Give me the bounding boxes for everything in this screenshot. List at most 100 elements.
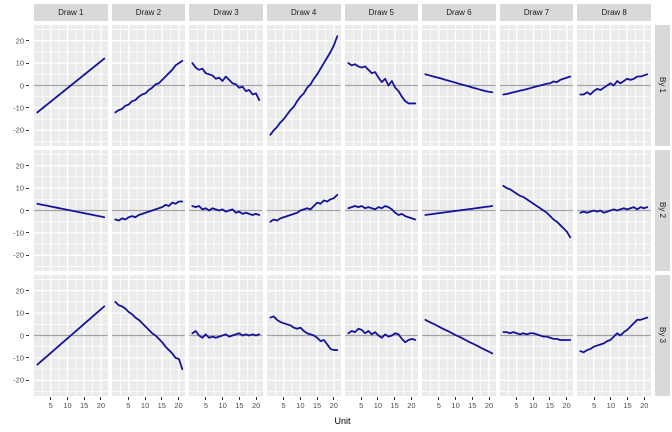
y-tick-mark (26, 312, 29, 314)
x-tick-label: 5 (48, 401, 53, 410)
y-tick-label: -10 (13, 103, 24, 113)
panel-draw-1-by-1 (34, 25, 108, 146)
panel-draw-3-by-2 (189, 150, 263, 271)
y-tick-mark (26, 290, 29, 292)
data-line (503, 332, 570, 340)
data-line (348, 206, 415, 219)
x-tick-label: 5 (359, 401, 364, 410)
facet-strip-draw-2: Draw 2 (111, 4, 186, 21)
x-tick-label: 5 (514, 401, 519, 410)
panel-plot (577, 25, 651, 146)
data-line (348, 63, 415, 103)
panel-draw-6-by-1 (422, 25, 496, 146)
x-tick-mark (127, 397, 129, 400)
x-tick-mark (438, 397, 440, 400)
x-tick-label: 15 (623, 401, 632, 410)
data-line (270, 316, 337, 350)
panel-plot (422, 150, 496, 271)
panel-plot (266, 275, 341, 396)
facet-strip-draw-5: Draw 5 (344, 4, 419, 21)
x-tick-mark (83, 397, 85, 400)
x-tick-mark (316, 397, 318, 400)
panel-plot (499, 25, 574, 146)
x-tick-label: 10 (218, 401, 227, 410)
panel-draw-5-by-2 (344, 150, 419, 271)
x-tick-label: 10 (373, 401, 383, 410)
y-tick-mark (26, 129, 29, 131)
data-line (503, 77, 570, 95)
panel-draw-2-by-2 (111, 150, 186, 271)
data-line (115, 61, 182, 113)
panel-draw-5-by-1 (344, 25, 419, 146)
x-tick-label: 5 (281, 401, 286, 410)
panel-plot (189, 150, 263, 271)
panel-plot (111, 275, 186, 396)
x-tick-label: 5 (436, 401, 441, 410)
x-tick-label: 20 (96, 401, 106, 410)
x-axis-draw-3: 5 10 15 20 (189, 397, 263, 412)
y-tick-mark (26, 85, 29, 86)
y-tick-label: 0 (19, 80, 24, 90)
y-tick-label: 20 (15, 285, 24, 295)
y-tick-label: 10 (15, 308, 24, 318)
panel-plot (266, 25, 341, 146)
panel-draw-4-by-2 (266, 150, 341, 271)
x-tick-label: 10 (296, 401, 305, 410)
x-tick-mark (566, 397, 568, 400)
x-tick-label: 15 (312, 401, 322, 410)
x-tick-mark (66, 397, 68, 400)
y-tick-mark (26, 335, 29, 336)
y-tick-label: 0 (19, 330, 24, 340)
y-tick-label: -20 (13, 375, 24, 385)
x-tick-label: 15 (235, 401, 244, 410)
panel-draw-6-by-3 (422, 275, 496, 396)
x-tick-mark (593, 397, 595, 400)
x-tick-mark (222, 397, 224, 400)
y-tick-label: -20 (13, 250, 24, 260)
data-line (193, 63, 260, 100)
facet-strip-draw-3: Draw 3 (189, 4, 263, 21)
y-tick-mark (26, 379, 29, 381)
panel-plot (34, 150, 108, 271)
x-tick-mark (255, 397, 257, 400)
x-tick-mark (299, 397, 301, 400)
y-tick-mark (26, 187, 29, 189)
x-tick-label: 20 (407, 401, 416, 410)
panel-plot (577, 275, 651, 396)
panel-draw-4-by-3 (266, 275, 341, 396)
x-axis-draw-6: 5 10 15 20 (422, 397, 496, 412)
y-tick-label: -10 (13, 228, 24, 238)
panel-plot (266, 150, 341, 271)
x-tick-label: 15 (545, 401, 555, 410)
x-tick-label: 5 (203, 401, 209, 410)
y-tick-mark (26, 165, 29, 167)
x-tick-label: 15 (157, 401, 166, 410)
panel-draw-4-by-1 (266, 25, 341, 146)
y-axis-by-2: 20 10 0 -10 -20 (2, 150, 30, 271)
panel-plot (422, 275, 496, 396)
y-tick-mark (26, 40, 29, 42)
x-tick-mark (360, 397, 362, 400)
facet-strip-draw-8: Draw 8 (577, 4, 651, 21)
panel-draw-2-by-3 (111, 275, 186, 396)
facet-strip-by-3: By 3 (655, 275, 670, 396)
panel-plot (189, 275, 263, 396)
x-tick-mark (455, 397, 457, 400)
x-tick-mark (333, 397, 335, 400)
x-tick-label: 15 (390, 401, 399, 410)
panel-draw-1-by-3 (34, 275, 108, 396)
y-tick-mark (26, 210, 29, 211)
x-tick-label: 20 (329, 401, 338, 410)
x-tick-label: 20 (562, 401, 571, 410)
y-tick-label: 20 (15, 160, 24, 170)
data-line (270, 36, 337, 135)
panel-draw-7-by-2 (499, 150, 574, 271)
facet-strip-draw-6: Draw 6 (422, 4, 496, 21)
panel-draw-3-by-1 (189, 25, 263, 146)
x-tick-mark (471, 397, 473, 400)
y-tick-label: 0 (19, 205, 24, 215)
y-tick-label: -20 (13, 125, 24, 135)
x-tick-label: 20 (484, 401, 494, 410)
panel-plot (344, 25, 419, 146)
x-tick-label: 10 (606, 401, 615, 410)
